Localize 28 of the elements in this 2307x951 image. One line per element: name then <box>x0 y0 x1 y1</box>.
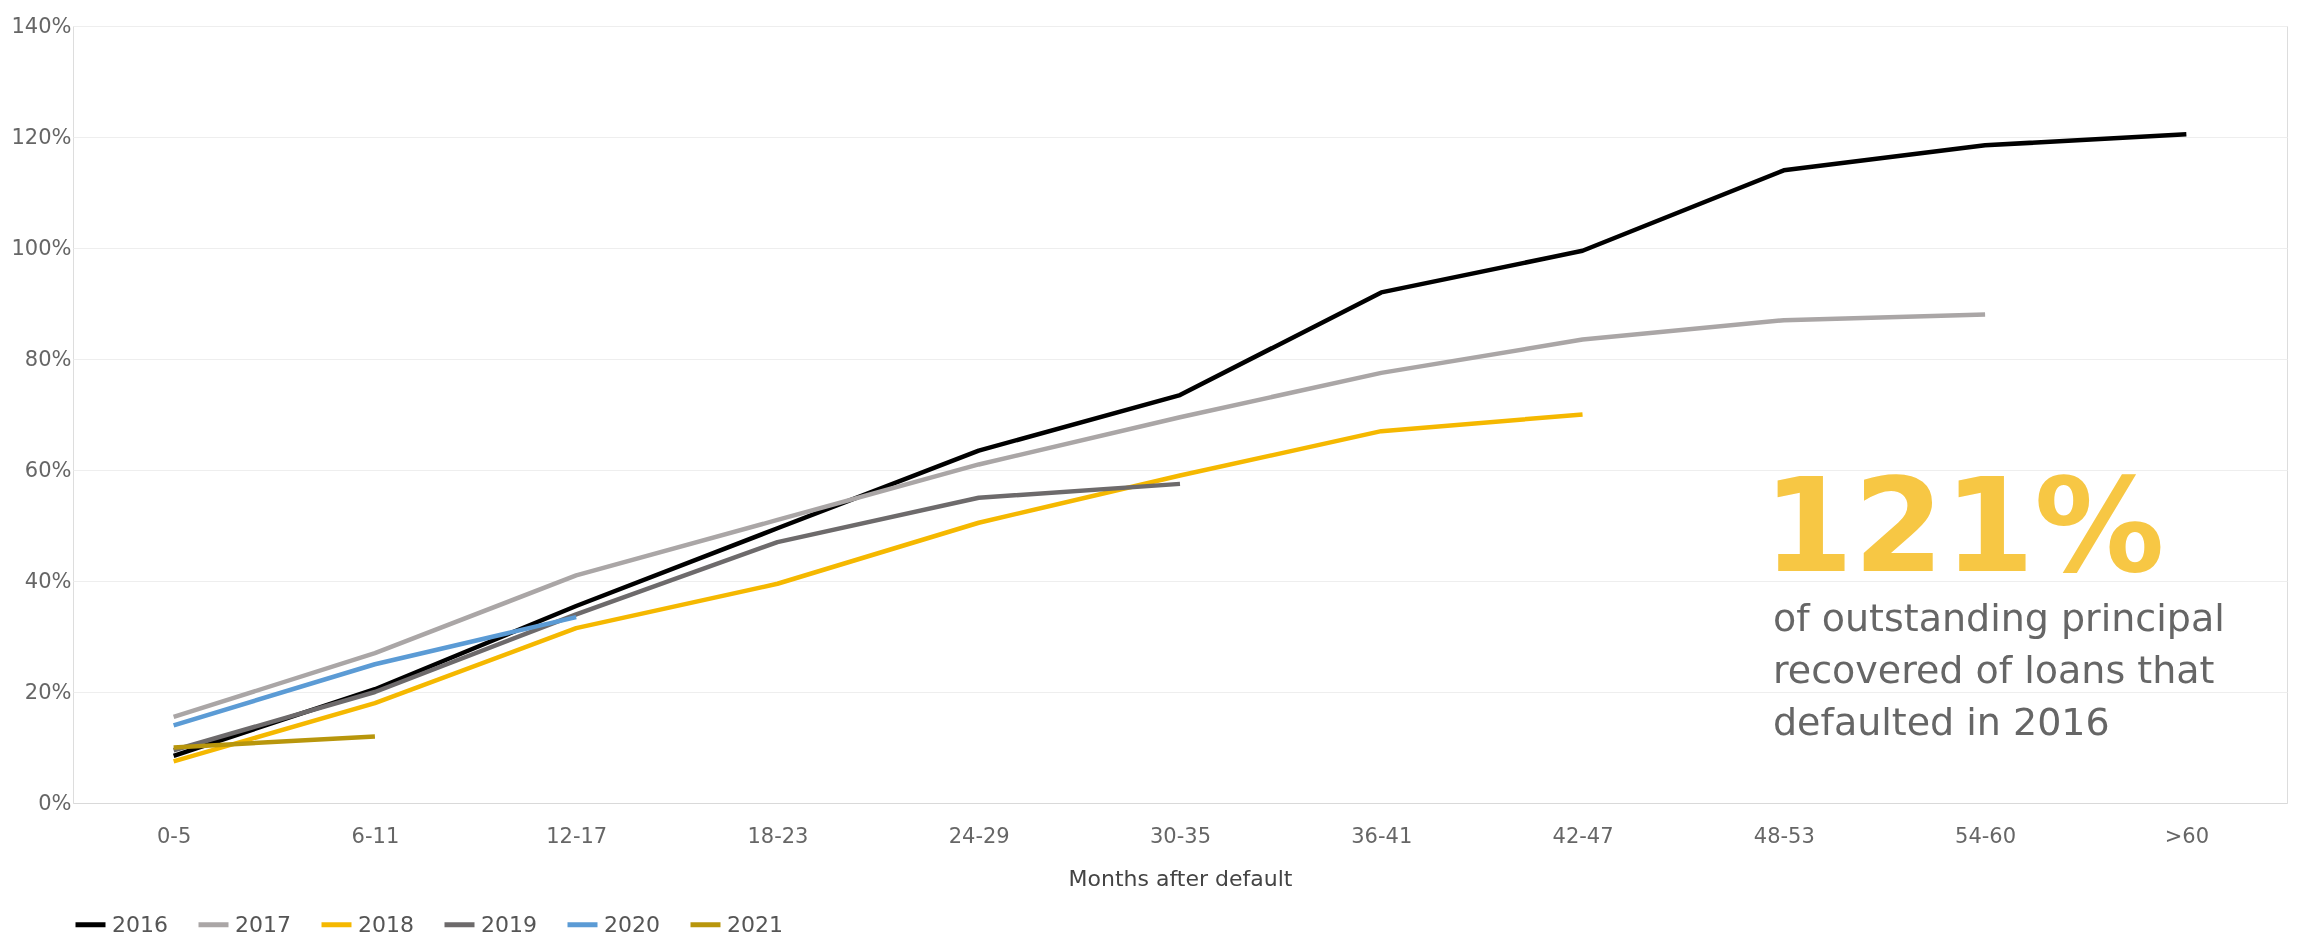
legend-label: 2020 <box>604 911 660 937</box>
y-tick-label: 0% <box>38 790 72 815</box>
legend-label: 2016 <box>112 911 168 937</box>
y-tick-label: 80% <box>24 346 72 371</box>
legend-label: 2017 <box>235 911 291 937</box>
x-tick-label: 30-35 <box>1149 823 1212 848</box>
line-series <box>171 481 1183 753</box>
y-tick-label: 120% <box>11 124 72 149</box>
x-tick-label: 0-5 <box>156 823 192 848</box>
x-tick-label: 48-53 <box>1753 823 1815 848</box>
legend-label: 2021 <box>727 911 783 937</box>
y-tick-label: 20% <box>24 679 72 704</box>
legend-label: 2018 <box>358 911 414 937</box>
x-tick-label: 12-17 <box>546 823 608 848</box>
x-tick-label: 42-47 <box>1552 823 1614 848</box>
x-tick-label: 18-23 <box>747 823 809 848</box>
y-tick-label: 140% <box>11 13 72 38</box>
legend-label: 2019 <box>481 911 537 937</box>
x-tick-label: 24-29 <box>948 823 1010 848</box>
line-series <box>171 412 1585 764</box>
x-axis-title: Months after default <box>1068 865 1293 891</box>
x-tick-label: >60 <box>2164 823 2210 848</box>
x-tick-label: 6-11 <box>351 823 400 848</box>
x-tick-label: 54-60 <box>1955 823 2017 848</box>
y-tick-label: 60% <box>24 457 72 482</box>
x-tick-label: 36-41 <box>1351 823 1413 848</box>
y-tick-label: 40% <box>24 568 72 593</box>
y-tick-label: 100% <box>11 235 72 260</box>
